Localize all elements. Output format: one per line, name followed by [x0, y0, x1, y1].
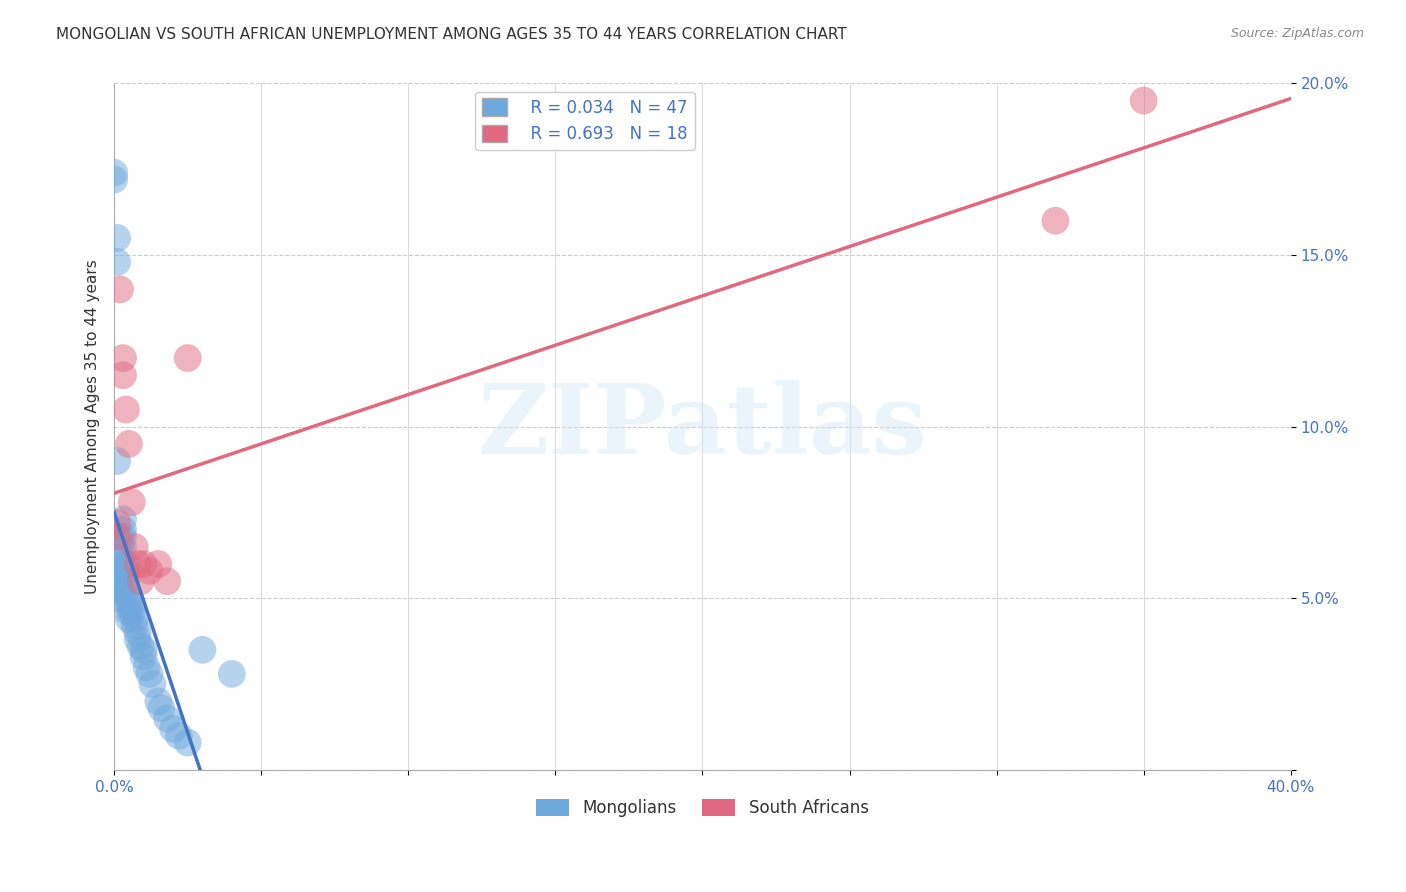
Text: ZIPatlas: ZIPatlas — [478, 380, 928, 474]
Text: Source: ZipAtlas.com: Source: ZipAtlas.com — [1230, 27, 1364, 40]
Point — [111, 368, 134, 383]
Point — [127, 557, 149, 571]
Point — [111, 557, 134, 571]
Point — [105, 584, 128, 599]
Point — [118, 605, 141, 619]
Point — [121, 599, 143, 613]
Point — [132, 557, 155, 571]
Point — [108, 530, 131, 544]
Point — [103, 166, 125, 180]
Point — [111, 540, 134, 554]
Point — [156, 711, 179, 725]
Point — [1132, 94, 1154, 108]
Point — [148, 557, 170, 571]
Point — [129, 574, 152, 589]
Point — [108, 584, 131, 599]
Point — [124, 619, 146, 633]
Point — [111, 523, 134, 537]
Legend: Mongolians, South Africans: Mongolians, South Africans — [530, 792, 876, 823]
Point — [105, 591, 128, 606]
Y-axis label: Unemployment Among Ages 35 to 44 years: Unemployment Among Ages 35 to 44 years — [86, 260, 100, 594]
Point — [129, 640, 152, 654]
Point — [105, 530, 128, 544]
Point — [108, 574, 131, 589]
Point — [221, 666, 243, 681]
Point — [191, 643, 214, 657]
Point — [141, 677, 163, 691]
Point — [118, 437, 141, 451]
Point — [162, 722, 184, 736]
Point — [115, 584, 138, 599]
Point — [115, 564, 138, 578]
Point — [138, 666, 160, 681]
Point — [127, 632, 149, 647]
Point — [118, 612, 141, 626]
Point — [121, 605, 143, 619]
Point — [115, 574, 138, 589]
Point — [167, 729, 190, 743]
Point — [103, 172, 125, 186]
Point — [177, 735, 200, 749]
Point — [124, 540, 146, 554]
Point — [177, 351, 200, 365]
Point — [105, 516, 128, 530]
Point — [132, 649, 155, 664]
Point — [118, 599, 141, 613]
Point — [105, 255, 128, 269]
Point — [108, 282, 131, 296]
Point — [132, 643, 155, 657]
Point — [156, 574, 179, 589]
Point — [115, 557, 138, 571]
Point — [105, 454, 128, 468]
Point — [135, 660, 157, 674]
Point — [138, 564, 160, 578]
Point — [111, 530, 134, 544]
Point — [111, 351, 134, 365]
Point — [115, 402, 138, 417]
Point — [148, 694, 170, 708]
Point — [121, 495, 143, 509]
Point — [105, 574, 128, 589]
Point — [111, 512, 134, 526]
Point — [1045, 213, 1067, 227]
Point — [105, 231, 128, 245]
Text: MONGOLIAN VS SOUTH AFRICAN UNEMPLOYMENT AMONG AGES 35 TO 44 YEARS CORRELATION CH: MONGOLIAN VS SOUTH AFRICAN UNEMPLOYMENT … — [56, 27, 846, 42]
Point — [124, 612, 146, 626]
Point — [108, 540, 131, 554]
Point — [108, 564, 131, 578]
Point — [118, 591, 141, 606]
Point — [150, 701, 173, 715]
Point — [108, 550, 131, 565]
Point — [127, 625, 149, 640]
